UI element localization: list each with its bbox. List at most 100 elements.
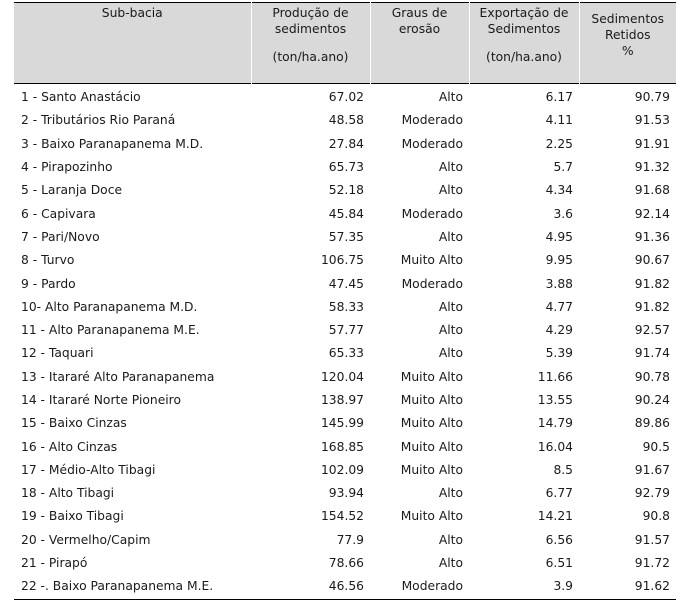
cell-producao: 46.56: [251, 575, 370, 600]
cell-sedimentos-retidos: 91.68: [634, 183, 670, 198]
cell-sub-bacia: 15 - Baixo Cinzas: [21, 416, 127, 431]
cell-producao: 67.02: [328, 90, 364, 105]
cell-sub-bacia: 17 - Médio-Alto Tibagi: [21, 462, 156, 477]
table-row: 21 - Pirapó 78.66 Alto 6.51 91.72: [14, 552, 676, 575]
cell-grau-erosao: Muito Alto: [400, 253, 463, 268]
cell-grau-erosao: Moderado: [401, 113, 463, 128]
header-exportacao: Exportação de Sedimentos (ton/ha.ano): [468, 2, 579, 84]
cell-sub-bacia: 22 -. Baixo Paranapanema M.E.: [14, 575, 251, 600]
cell-sedimentos-retidos: 90.8: [642, 509, 670, 524]
cell-grau-erosao: Alto: [438, 183, 463, 198]
cell-exportacao: 6.51: [545, 556, 573, 571]
table-row: 16 - Alto Cinzas 168.85 Muito Alto 16.04 90.…: [14, 435, 676, 458]
table-row: 17 - Médio-Alto Tibagi 102.09 Muito Alto 8.…: [14, 459, 676, 482]
header-graus-line-1: Graus de: [391, 6, 448, 20]
cell-exportacao: 9.95: [545, 253, 573, 268]
cell-sub-bacia: 10- Alto Paranapanema M.D.: [21, 299, 198, 314]
header-producao-unit: (ton/ha.ano): [272, 50, 349, 64]
cell-producao: 48.58: [328, 113, 364, 128]
cell-producao: 78.66: [328, 556, 364, 571]
cell-sedimentos-retidos: 90.67: [634, 253, 670, 268]
table-body: 1 - Santo Anastácio 67.02 Alto 6.17 90.79 2 -…: [14, 84, 676, 600]
table-row: 4 - Pirapozinho 65.73 Alto 5.7 91.32: [14, 156, 676, 179]
header-retidos-unit: %: [621, 44, 634, 58]
cell-grau-erosao: Muito Alto: [400, 439, 463, 454]
table-row: 3 - Baixo Paranapanema M.D. 27.84 Moderado…: [14, 133, 676, 156]
cell-exportacao: 16.04: [537, 439, 573, 454]
cell-producao: 102.09: [320, 462, 364, 477]
header-graus-line-2: erosão: [398, 22, 441, 36]
cell-grau-erosao: Alto: [438, 160, 463, 175]
cell-sub-bacia: 18 - Alto Tibagi: [21, 486, 115, 501]
cell-producao: 27.84: [328, 136, 364, 151]
cell-producao: 145.99: [320, 416, 364, 431]
cell-exportacao: 14.79: [537, 416, 573, 431]
cell-sedimentos-retidos: 90.79: [634, 90, 670, 105]
header-exportacao-line-2: Sedimentos: [487, 22, 561, 36]
cell-grau-erosao: Alto: [438, 90, 463, 105]
header-producao-line-2: sedimentos: [274, 22, 347, 36]
table-row: 8 - Turvo 106.75 Muito Alto 9.95 90.67: [14, 249, 676, 272]
cell-exportacao: 6.17: [545, 90, 573, 105]
cell-grau-erosao: Alto: [438, 229, 463, 244]
cell-sub-bacia: 9 - Pardo: [21, 276, 76, 291]
cell-producao: 138.97: [320, 393, 364, 407]
cell-producao: 52.18: [328, 183, 364, 198]
cell-grau-erosao: Alto: [438, 532, 463, 547]
header-sub-bacia-label: Sub-bacia: [101, 6, 163, 20]
cell-sedimentos-retidos: 91.32: [634, 160, 670, 175]
cell-sedimentos-retidos: 91.82: [634, 299, 670, 314]
cell-producao: 77.9: [336, 532, 364, 547]
header-exportacao-unit: (ton/ha.ano): [486, 50, 562, 64]
cell-producao: 45.84: [328, 206, 364, 221]
cell-exportacao: 8.5: [553, 462, 573, 477]
cell-sub-bacia: 7 - Pari/Novo: [21, 229, 100, 244]
cell-grau-erosao: Moderado: [401, 206, 463, 221]
cell-sub-bacia: 13 - Itararé Alto Paranapanema: [21, 369, 215, 384]
table-row: 10- Alto Paranapanema M.D. 58.33 Alto 4.77 9…: [14, 296, 676, 319]
cell-producao: 47.45: [328, 276, 364, 291]
table-row: 18 - Alto Tibagi 93.94 Alto 6.77 92.79: [14, 482, 676, 505]
table-row: 15 - Baixo Cinzas 145.99 Muito Alto 14.79 89…: [14, 412, 676, 435]
cell-producao: 58.33: [328, 299, 364, 314]
cell-producao: 154.52: [320, 509, 364, 524]
table-row: 9 - Pardo 47.45 Moderado 3.88 91.82: [14, 272, 676, 295]
table-row: 22 -. Baixo Paranapanema M.E. 46.56 Modera…: [14, 575, 676, 600]
cell-sub-bacia: 2 - Tributários Rio Paraná: [21, 113, 176, 128]
cell-producao: 168.85: [320, 439, 364, 454]
table-row: 14 - Itararé Norte Pioneiro 138.97 Muito A…: [14, 389, 676, 412]
cell-sedimentos-retidos: 90.5: [642, 439, 670, 454]
cell-producao: 93.94: [328, 486, 364, 501]
cell-sedimentos-retidos: 91.36: [634, 229, 670, 244]
sediment-table: Sub-bacia Produção de sedimentos (ton/ha…: [14, 2, 676, 600]
header-exportacao-line-1: Exportação de: [479, 6, 569, 20]
cell-exportacao: 4.29: [545, 323, 573, 338]
header-retidos-line-2: Retidos: [604, 28, 651, 42]
cell-exportacao: 5.39: [545, 346, 573, 361]
cell-sub-bacia: 5 - Laranja Doce: [21, 183, 123, 198]
cell-exportacao: 4.34: [545, 183, 573, 198]
header-retidos-line-1: Sedimentos: [591, 12, 665, 26]
cell-exportacao: 4.11: [545, 113, 573, 128]
cell-sub-bacia: 1 - Santo Anastácio: [21, 90, 141, 105]
sediment-table-container: Sub-bacia Produção de sedimentos (ton/ha…: [14, 2, 676, 600]
cell-sedimentos-retidos: 89.86: [634, 416, 670, 431]
cell-producao: 120.04: [320, 369, 364, 384]
cell-sedimentos-retidos: 91.82: [634, 276, 670, 291]
cell-producao: 57.77: [328, 323, 364, 338]
table-row: 19 - Baixo Tibagi 154.52 Muito Alto 14.21 90…: [14, 505, 676, 528]
table-row: 11 - Alto Paranapanema M.E. 57.77 Alto 4.29…: [14, 319, 676, 342]
table-row: 7 - Pari/Novo 57.35 Alto 4.95 91.36: [14, 226, 676, 249]
cell-sub-bacia: 3 - Baixo Paranapanema M.D.: [21, 136, 204, 151]
cell-sub-bacia: 11 - Alto Paranapanema M.E.: [21, 323, 200, 338]
cell-grau-erosao: Moderado: [370, 575, 469, 600]
cell-sedimentos-retidos: 90.78: [634, 369, 670, 384]
cell-sedimentos-retidos: 91.53: [634, 113, 670, 128]
table-row: 6 - Capivara 45.84 Moderado 3.6 92.14: [14, 202, 676, 225]
cell-sedimentos-retidos: 90.24: [634, 393, 670, 407]
cell-sub-bacia: 12 - Taquari: [21, 346, 94, 361]
cell-exportacao: 3.88: [545, 276, 573, 291]
cell-grau-erosao: Alto: [438, 556, 463, 571]
cell-sub-bacia: 20 - Vermelho/Capim: [21, 532, 151, 547]
cell-exportacao: 13.55: [537, 393, 573, 407]
